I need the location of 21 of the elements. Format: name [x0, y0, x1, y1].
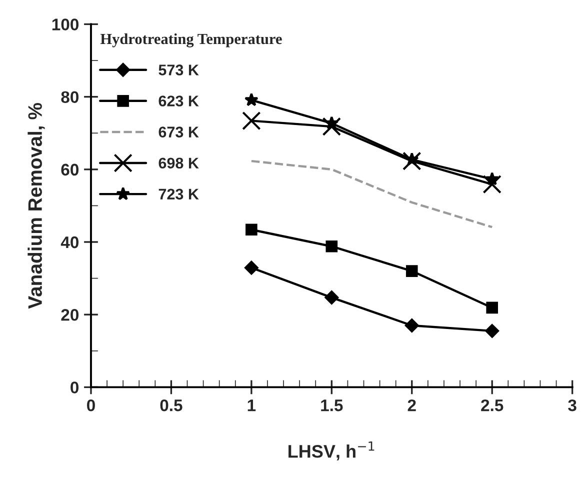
legend-title: Hydrotreating Temperature — [100, 33, 282, 48]
y-tick-label: 20 — [61, 309, 78, 321]
y-tick-label: 60 — [61, 164, 78, 176]
y-tick-label: 40 — [60, 236, 78, 248]
x-tick-label: 1 — [248, 400, 256, 412]
y-tick-label: 0 — [70, 382, 78, 394]
x-axis-title: LHSV, h$^{−1}$ — [288, 441, 374, 460]
x-tick-label: 2 — [408, 399, 416, 412]
legend-label: 723 K — [158, 188, 199, 200]
y-axis-title: Vanadium Removal, % — [28, 103, 45, 309]
legend-label: 573 K — [158, 64, 199, 76]
legend-label: 623 K — [158, 96, 199, 106]
x-tick-label: 3 — [568, 399, 576, 412]
x-tick-label: 0.5 — [160, 399, 182, 412]
x-tick-label: 0 — [87, 399, 95, 412]
y-tick-label: 80 — [61, 91, 78, 104]
x-tick-label: 2.5 — [481, 399, 504, 412]
x-tick-label: 1.5 — [321, 400, 343, 412]
y-tick-label: 100 — [52, 18, 78, 30]
legend-label: 698 K — [158, 158, 199, 169]
legend-label: 673 K — [158, 126, 199, 138]
